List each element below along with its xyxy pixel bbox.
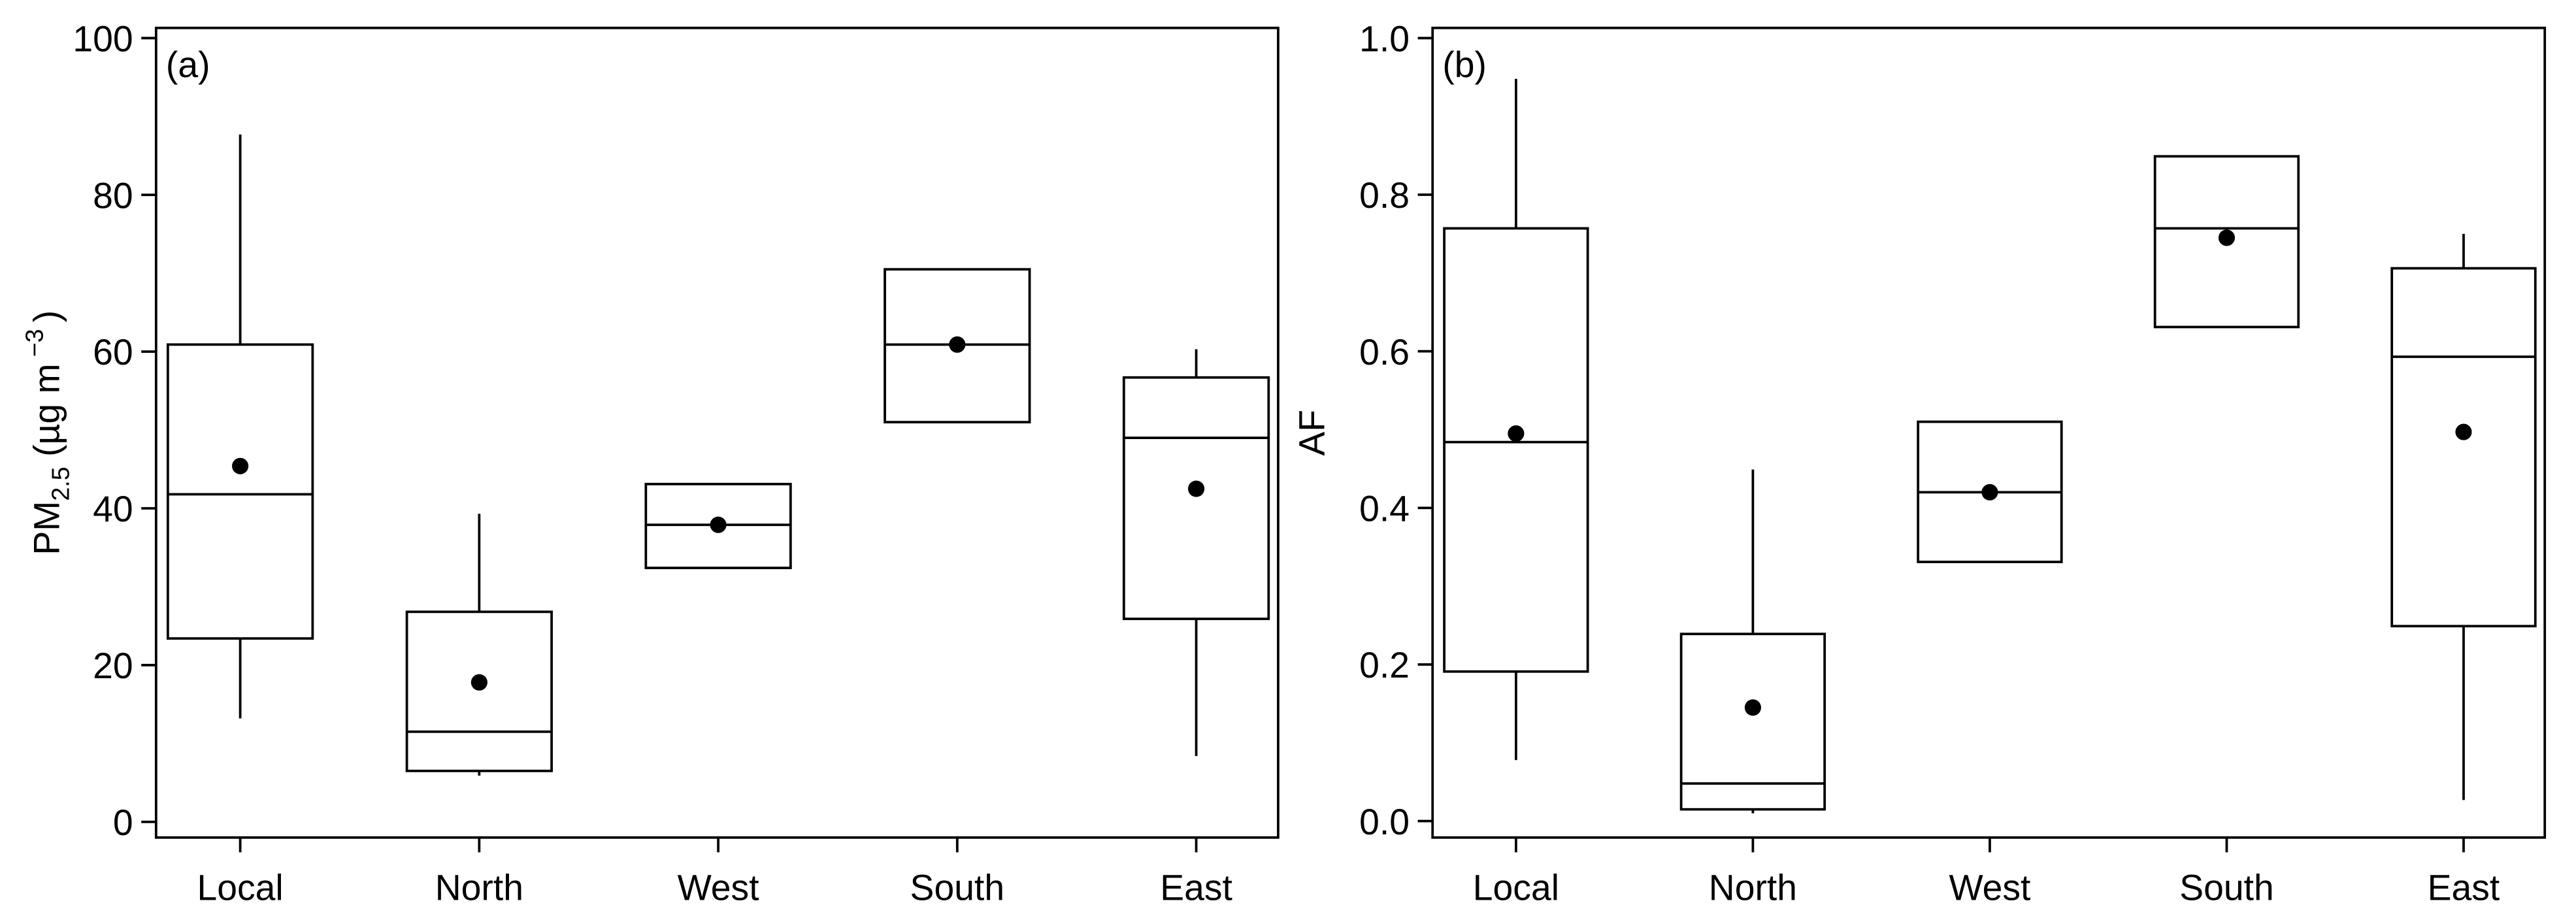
- plot-frame: [1431, 26, 2547, 839]
- box: [1679, 632, 1826, 811]
- y-axis-label: AF: [1291, 410, 1332, 456]
- y-tick-label: 80: [93, 175, 133, 216]
- mean-dot: [2455, 423, 2472, 440]
- box: [405, 610, 553, 772]
- y-tick-label: 40: [93, 489, 133, 529]
- mean-dot: [710, 516, 727, 533]
- y-axis-label-part: 2.5: [47, 467, 74, 500]
- box: [2153, 155, 2300, 329]
- y-axis-label-part: −3: [20, 329, 48, 357]
- mean-dot: [1508, 425, 1525, 442]
- mean-dot: [232, 457, 249, 474]
- mean-dot: [1981, 484, 1998, 500]
- x-tick-label: North: [1709, 867, 1797, 908]
- x-tick-label: East: [2428, 867, 2500, 908]
- y-tick-label: 100: [73, 18, 133, 59]
- x-tick-label: Local: [1473, 867, 1559, 908]
- x-tick-label: West: [678, 867, 759, 908]
- mean-dot: [471, 674, 487, 691]
- y-axis-label-part: (µg m: [26, 363, 67, 467]
- mean-dot: [2218, 229, 2236, 246]
- panel-label: (a): [166, 44, 210, 85]
- y-axis-label-part: AF: [1291, 410, 1332, 456]
- mean-dot: [1744, 699, 1761, 716]
- box: [1122, 376, 1270, 621]
- y-tick-label: 0: [113, 802, 133, 843]
- y-tick-label: 0.6: [1359, 332, 1410, 372]
- box: [166, 343, 314, 640]
- panel-label: (b): [1442, 44, 1487, 85]
- x-tick-label: North: [435, 867, 523, 908]
- y-tick-label: 1.0: [1359, 18, 1410, 59]
- x-tick-label: South: [910, 867, 1005, 908]
- y-axis-label: PM2.5 (µg m −3): [20, 310, 74, 555]
- x-tick-label: West: [1949, 867, 2030, 908]
- mean-dot: [949, 336, 966, 353]
- y-tick-label: 0.0: [1359, 802, 1410, 842]
- y-tick-label: 0.4: [1359, 488, 1410, 529]
- y-axis-label-part: PM: [26, 501, 67, 555]
- mean-dot: [1187, 480, 1205, 497]
- y-axis-label-part: ): [26, 310, 67, 322]
- x-tick-label: South: [2179, 867, 2274, 908]
- x-tick-label: Local: [197, 867, 284, 908]
- box: [1443, 227, 1589, 673]
- plot-frame: [154, 26, 1280, 839]
- y-tick-label: 20: [93, 646, 133, 686]
- y-tick-label: 0.8: [1359, 175, 1410, 216]
- y-tick-label: 0.2: [1359, 645, 1410, 685]
- y-tick-label: 60: [93, 332, 133, 372]
- box: [2390, 267, 2537, 628]
- x-tick-label: East: [1160, 867, 1232, 908]
